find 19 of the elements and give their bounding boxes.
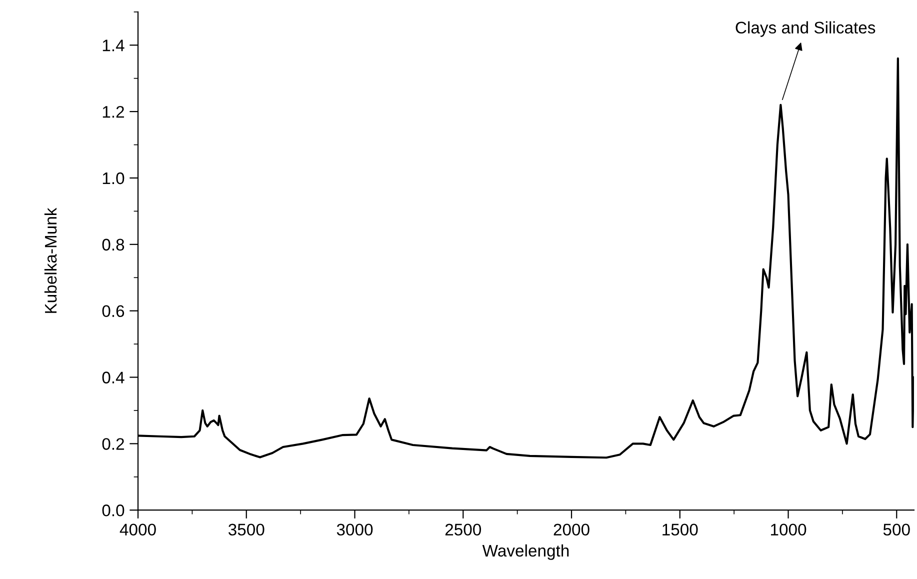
y-tick-label: 0.0: [102, 504, 124, 516]
x-tick-label: 2000: [554, 524, 590, 536]
x-tick-label: 1000: [770, 524, 806, 536]
y-tick-label: 1.0: [102, 172, 124, 184]
x-tick-label: 500: [883, 524, 910, 536]
x-tick-label: 3500: [228, 524, 264, 536]
y-axis-title: Kubelka-Munk: [44, 208, 57, 313]
y-tick-label: 0.6: [102, 305, 124, 318]
annotation: Clays and Silicates: [736, 21, 876, 37]
x-tick-label: 2500: [445, 524, 482, 536]
y-tick-label: 0.2: [102, 438, 124, 450]
x-tick-label: 3000: [336, 524, 373, 536]
x-tick-label: 4000: [120, 524, 156, 536]
y-tick-label: 1.2: [102, 106, 124, 118]
y-tick-label: 1.4: [102, 40, 124, 52]
x-axis-title: Wavelength: [482, 544, 569, 560]
y-tick-label: 0.4: [102, 372, 124, 384]
y-tick-label: 0.8: [102, 238, 124, 251]
x-tick-label: 1500: [662, 524, 698, 536]
